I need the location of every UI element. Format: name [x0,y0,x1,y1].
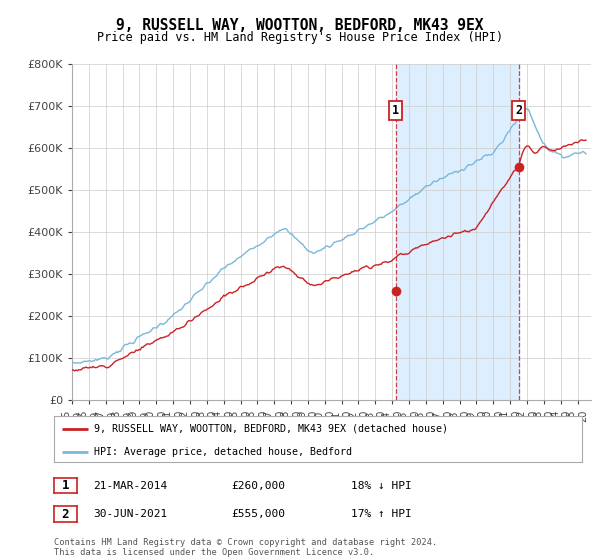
Text: Price paid vs. HM Land Registry's House Price Index (HPI): Price paid vs. HM Land Registry's House … [97,31,503,44]
Bar [396,64,518,400]
Text: 9, RUSSELL WAY, WOOTTON, BEDFORD, MK43 9EX: 9, RUSSELL WAY, WOOTTON, BEDFORD, MK43 9… [116,18,484,33]
Text: HPI: Average price, detached house, Bedford: HPI: Average price, detached house, Bedf… [94,447,352,457]
Text: £555,000: £555,000 [231,509,285,519]
Text: 9, RUSSELL WAY, WOOTTON, BEDFORD, MK43 9EX (detached house): 9, RUSSELL WAY, WOOTTON, BEDFORD, MK43 9… [94,424,448,434]
Text: 1: 1 [392,104,400,117]
Text: 30-JUN-2021: 30-JUN-2021 [93,509,167,519]
Text: 17% ↑ HPI: 17% ↑ HPI [351,509,412,519]
Text: 2: 2 [515,104,522,117]
Text: 21-MAR-2014: 21-MAR-2014 [93,480,167,491]
Text: 2: 2 [62,507,69,521]
Text: 18% ↓ HPI: 18% ↓ HPI [351,480,412,491]
Text: 1: 1 [62,479,69,492]
Text: Contains HM Land Registry data © Crown copyright and database right 2024.
This d: Contains HM Land Registry data © Crown c… [54,538,437,557]
Text: £260,000: £260,000 [231,480,285,491]
